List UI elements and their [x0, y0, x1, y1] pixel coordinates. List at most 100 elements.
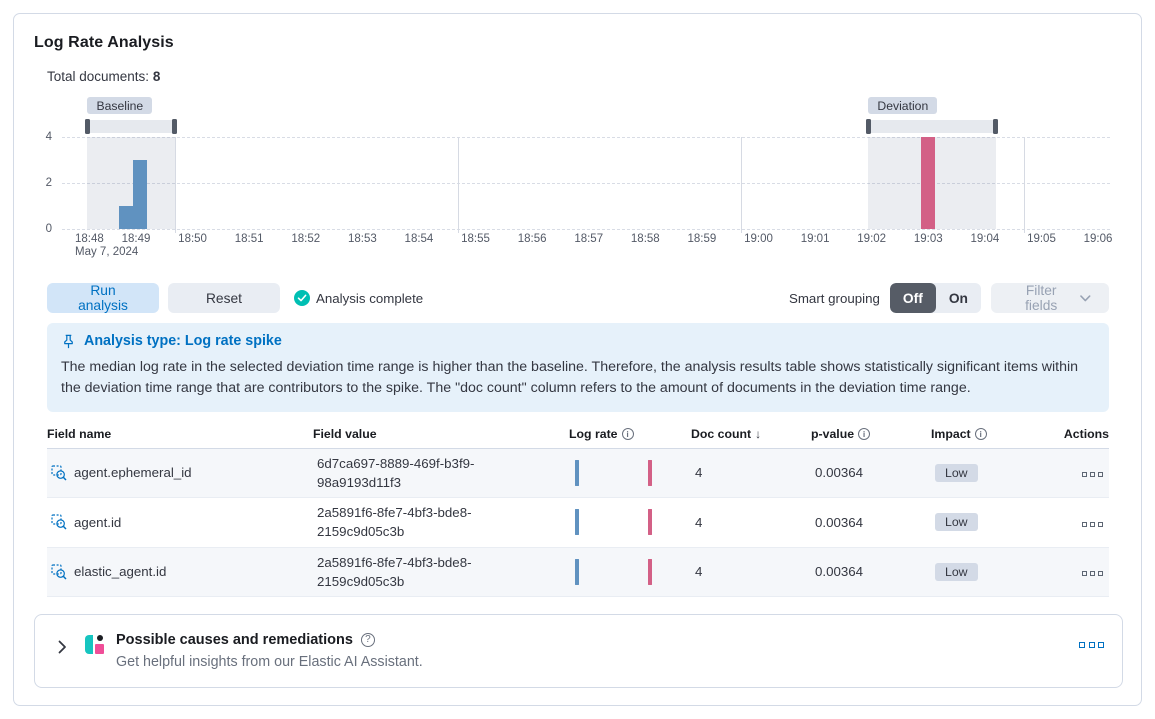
deviation-brush[interactable] — [866, 119, 998, 134]
analysis-type-callout: Analysis type: Log rate spike The median… — [47, 323, 1109, 412]
check-icon — [294, 290, 310, 306]
log-rate-sparkline — [573, 507, 661, 537]
field-name-cell: agent.id — [47, 509, 313, 535]
possible-causes-panel: Possible causes and remediations ? Get h… — [34, 614, 1123, 689]
x-tick-label: 18:52 — [291, 233, 321, 245]
x-tick-label: 18:51 — [234, 233, 264, 245]
info-icon[interactable]: i — [974, 427, 987, 440]
smart-grouping-label: Smart grouping — [788, 290, 880, 306]
field-stats-icon[interactable] — [51, 465, 67, 481]
filter-fields-button[interactable]: Filter fields — [991, 283, 1109, 313]
total-documents-label: Total documents: — [47, 69, 150, 84]
field-stats-icon[interactable] — [51, 564, 67, 580]
x-gridline — [741, 137, 743, 233]
sparkline-baseline-bar — [574, 509, 579, 536]
smart-grouping-off-button[interactable]: Off — [889, 283, 936, 313]
actions-cell — [1047, 559, 1109, 584]
analysis-status: Analysis complete — [294, 290, 423, 306]
column-header-field-name[interactable]: Field name — [47, 427, 313, 441]
analysis-type-description: The median log rate in the selected devi… — [61, 359, 1079, 397]
column-header-impact[interactable]: Impact i — [931, 427, 1047, 441]
deviation-brush-right-handle[interactable] — [992, 119, 998, 134]
y-tick-label: 2 — [45, 177, 52, 189]
analysis-status-label: Analysis complete — [316, 290, 424, 306]
y-axis: 0 2 4 — [34, 131, 58, 235]
actions-cell — [1047, 510, 1109, 535]
x-tick-label: 19:00 — [744, 233, 773, 245]
log-rate-analysis-panel: Log Rate Analysis Total documents: 8 0 2 4… — [13, 13, 1142, 706]
baseline-brush[interactable] — [85, 119, 178, 134]
deviation-badge: Deviation — [868, 97, 938, 114]
column-header-label: Field name — [47, 426, 112, 441]
analysis-controls: Run analysis Reset Analysis complete Sma… — [47, 283, 1109, 313]
help-icon[interactable]: ? — [360, 633, 375, 648]
x-tick-label: 18:57 — [574, 233, 604, 245]
field-value-cell: 6d7ca697-8889-469f-b3f9-98a9193d11f3 — [313, 449, 569, 498]
table-header-row: Field name Field value Log rate i Doc count ↓… — [47, 422, 1109, 449]
doc-count-cell: 4 — [695, 564, 703, 580]
p-value-cell: 0.00364 — [815, 564, 864, 580]
column-header-log-rate[interactable]: Log rate i — [569, 427, 691, 441]
field-name-cell: elastic_agent.id — [47, 559, 313, 585]
column-header-label: Doc count — [691, 426, 752, 441]
deviation-bar — [920, 137, 935, 229]
chevron-right-icon[interactable] — [55, 640, 69, 654]
page-title: Log Rate Analysis — [34, 34, 174, 51]
run-analysis-button[interactable]: Run analysis — [47, 283, 159, 313]
table-row: agent.id 2a5891f6-8fe7-4bf3-bde8-2159c9d0… — [47, 498, 1109, 548]
possible-causes-text: Possible causes and remediations ? Get h… — [116, 632, 423, 670]
log-rate-sparkline — [573, 557, 661, 587]
column-header-field-value[interactable]: Field value — [313, 427, 569, 441]
log-rate-cell — [569, 502, 691, 542]
impact-cell: Low — [931, 558, 1047, 586]
reset-button[interactable]: Reset — [168, 283, 280, 313]
column-header-p-value[interactable]: p-value i — [811, 427, 931, 441]
deviation-brush-left-handle[interactable] — [866, 119, 872, 134]
panel-actions-icon[interactable] — [1079, 642, 1104, 649]
sparkline-deviation-bar — [647, 459, 652, 486]
field-value-cell: 2a5891f6-8fe7-4bf3-bde8-2159c9d05c3b — [313, 548, 569, 597]
log-rate-cell — [569, 552, 691, 592]
column-header-doc-count[interactable]: Doc count ↓ — [691, 427, 811, 441]
row-actions-icon[interactable] — [1082, 521, 1103, 527]
info-icon[interactable]: i — [621, 427, 634, 440]
baseline-brush-right-handle[interactable] — [172, 119, 178, 134]
field-name-value: agent.id — [74, 514, 122, 530]
y-gridline — [62, 183, 1110, 184]
x-tick-label: 19:02 — [857, 233, 887, 245]
column-header-actions[interactable]: Actions — [1047, 427, 1109, 441]
field-stats-icon[interactable] — [51, 514, 67, 530]
x-tick-label: 19:01 — [800, 233, 830, 245]
filter-fields-label: Filter fields — [1025, 283, 1058, 313]
chart-window-badges: Baseline Deviation — [62, 97, 1110, 116]
baseline-brush-left-handle[interactable] — [85, 119, 91, 134]
impact-cell: Low — [931, 459, 1047, 487]
x-tick-label: 19:04 — [970, 233, 1000, 245]
x-gridline — [1024, 137, 1026, 233]
x-tick-label: 18:49 — [121, 233, 151, 245]
x-gridline — [175, 137, 177, 233]
column-header-label: p-value — [811, 426, 855, 441]
chart-plot-area[interactable] — [62, 137, 1110, 233]
smart-grouping-on-button[interactable]: On — [948, 290, 968, 306]
row-actions-icon[interactable] — [1082, 472, 1103, 478]
doc-count-cell: 4 — [695, 465, 703, 481]
x-tick-label: 18:56 — [517, 233, 547, 245]
x-tick-label: 18:50 — [178, 233, 207, 245]
total-documents: Total documents: 8 — [47, 69, 1121, 84]
row-actions-icon[interactable] — [1082, 571, 1103, 577]
table-row: elastic_agent.id 2a5891f6-8fe7-4bf3-bde8-… — [47, 547, 1109, 598]
info-icon[interactable]: i — [858, 427, 871, 440]
pin-icon — [64, 334, 73, 348]
column-header-label: Impact — [931, 426, 971, 441]
baseline-badge: Baseline — [87, 97, 153, 114]
column-header-label: Log rate — [569, 426, 618, 441]
y-gridline — [62, 229, 1110, 230]
x-gridline — [458, 137, 460, 233]
elastic-ai-assistant-icon — [85, 635, 104, 655]
chevron-down-icon — [1080, 294, 1091, 301]
possible-causes-title: Possible causes and remediations — [116, 632, 353, 649]
actions-cell — [1047, 460, 1109, 485]
impact-cell: Low — [931, 508, 1047, 536]
